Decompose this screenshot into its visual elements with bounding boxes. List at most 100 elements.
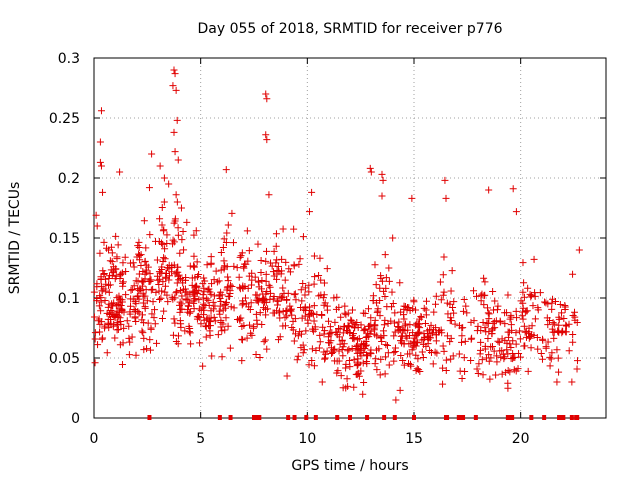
zero-value-marker — [348, 415, 352, 420]
data-point — [481, 324, 489, 332]
data-point — [274, 336, 282, 344]
zero-value-marker — [304, 415, 309, 420]
data-point — [545, 317, 553, 325]
data-point — [310, 362, 318, 370]
data-point — [308, 345, 316, 353]
data-point — [548, 305, 556, 313]
data-point — [138, 311, 146, 319]
data-point — [294, 332, 302, 340]
data-point — [190, 263, 198, 271]
data-point — [199, 300, 207, 308]
data-point — [176, 308, 184, 316]
data-point — [149, 298, 157, 306]
data-point — [258, 277, 266, 285]
zero-value-marker — [335, 415, 340, 420]
data-point — [158, 221, 166, 229]
data-point — [270, 272, 278, 280]
data-point — [496, 347, 504, 355]
data-point — [122, 291, 130, 299]
y-tick-label: 0.25 — [49, 111, 80, 127]
data-point — [119, 278, 127, 286]
data-point — [315, 272, 323, 280]
data-point — [106, 281, 114, 289]
data-point — [388, 288, 396, 296]
data-point — [389, 300, 397, 308]
data-point — [283, 307, 291, 315]
data-point — [448, 267, 456, 275]
data-point — [350, 335, 358, 343]
data-point — [377, 333, 385, 341]
data-point — [412, 306, 420, 314]
data-point — [145, 184, 153, 192]
data-point — [97, 275, 105, 283]
data-point — [549, 328, 557, 336]
data-point — [515, 350, 523, 358]
data-point — [529, 302, 537, 310]
data-point — [176, 286, 184, 294]
data-point — [541, 298, 549, 306]
data-point — [493, 352, 501, 360]
data-point — [390, 319, 398, 327]
zero-value-marker — [461, 415, 466, 420]
data-point — [296, 255, 304, 263]
data-point — [111, 334, 119, 342]
data-point — [321, 354, 329, 362]
zero-value-marker — [473, 415, 478, 420]
data-point — [542, 299, 550, 307]
data-point — [321, 327, 329, 335]
data-point — [373, 308, 381, 316]
data-point — [219, 306, 227, 314]
data-point — [513, 314, 521, 322]
data-point — [214, 331, 222, 339]
data-point — [397, 352, 405, 360]
data-point — [105, 300, 113, 308]
data-point — [127, 302, 135, 310]
data-point — [569, 338, 577, 346]
data-point — [565, 347, 573, 355]
data-point — [173, 116, 181, 124]
data-point — [128, 286, 136, 294]
data-point — [306, 303, 314, 311]
data-point — [138, 327, 146, 335]
data-point — [300, 346, 308, 354]
data-point — [247, 299, 255, 307]
data-point — [155, 287, 163, 295]
data-point — [220, 257, 228, 265]
data-point — [220, 235, 228, 243]
data-point — [169, 236, 177, 244]
data-point — [484, 320, 492, 328]
data-point — [157, 239, 165, 247]
data-point — [290, 261, 298, 269]
data-point — [333, 293, 341, 301]
zero-value-marker — [529, 415, 534, 420]
data-point — [481, 342, 489, 350]
data-point — [298, 297, 306, 305]
data-point — [500, 355, 508, 363]
data-point — [372, 281, 380, 289]
data-point — [238, 301, 246, 309]
data-point — [311, 323, 319, 331]
data-point — [120, 324, 128, 332]
data-point — [344, 309, 352, 317]
zero-value-marker — [559, 415, 564, 420]
data-point — [357, 321, 365, 329]
data-point — [151, 306, 159, 314]
data-point — [480, 274, 488, 282]
data-point — [536, 289, 544, 297]
zero-value-marker — [382, 415, 387, 420]
data-point — [555, 315, 563, 323]
data-point — [279, 284, 287, 292]
data-point — [159, 240, 167, 248]
data-point — [267, 259, 275, 267]
data-point — [547, 355, 555, 363]
data-point — [458, 338, 466, 346]
data-point — [444, 310, 452, 318]
data-point — [132, 351, 140, 359]
data-point — [347, 316, 355, 324]
data-point — [542, 344, 550, 352]
data-point — [504, 291, 512, 299]
data-point — [544, 300, 552, 308]
data-point — [569, 311, 577, 319]
data-point — [348, 317, 356, 325]
data-point — [93, 222, 101, 230]
